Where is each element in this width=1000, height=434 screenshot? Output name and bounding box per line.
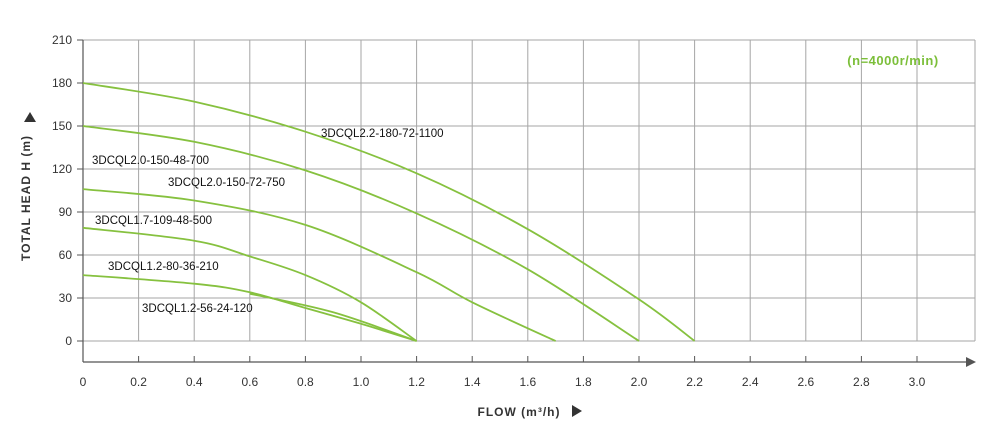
y-tick-label: 120 <box>52 162 72 176</box>
curve-label: 3DCQL1.7-109-48-500 <box>95 215 212 227</box>
curve-3dcql2-0-150-48-700 <box>82 125 640 342</box>
curve-labels: 3DCQL2.2-180-72-1100 3DCQL2.0-150-48-700 3… <box>92 128 444 315</box>
x-tick-label: 0.4 <box>186 375 203 389</box>
y-tick-label: 60 <box>59 248 73 262</box>
y-tick-label: 210 <box>52 33 72 47</box>
speed-annotation: (n=4000r/min) <box>847 53 938 68</box>
x-tick-label: 1.4 <box>464 375 481 389</box>
x-axis-title: FLOW (m³/h) <box>478 405 561 419</box>
x-tick-label: 1.2 <box>408 375 425 389</box>
x-tick-label: 1.8 <box>575 375 592 389</box>
curve-label: 3DCQL2.2-180-72-1100 <box>321 128 444 140</box>
x-tick-label: 0 <box>80 375 87 389</box>
x-axis-end-arrow-icon <box>966 357 976 367</box>
curve-3dcql2-2-180-72-1100 <box>82 82 696 342</box>
x-tick-label: 0.6 <box>241 375 258 389</box>
x-tick-label: 3.0 <box>909 375 926 389</box>
x-tick-label: 2.8 <box>853 375 870 389</box>
x-tick-label: 1.6 <box>519 375 536 389</box>
x-tick-label: 0.8 <box>297 375 314 389</box>
curves <box>82 82 696 342</box>
grid <box>83 39 976 342</box>
x-tick-label: 2.0 <box>631 375 648 389</box>
curve-3dcql2-0-150-72-750 <box>82 188 556 342</box>
y-tick-label: 0 <box>65 334 72 348</box>
y-axis-arrow-icon <box>24 112 36 122</box>
x-tick-label: 1.0 <box>353 375 370 389</box>
x-tick-label: 0.2 <box>130 375 147 389</box>
curve-label: 3DCQL2.0-150-72-750 <box>168 177 285 189</box>
y-tick-label: 90 <box>59 205 73 219</box>
curve-label: 3DCQL1.2-80-36-210 <box>108 261 219 273</box>
curve-label: 3DCQL1.2-56-24-120 <box>142 303 253 315</box>
curve-3dcql1-7-109-48-500 <box>82 226 418 342</box>
y-tick-label: 30 <box>59 291 73 305</box>
y-axis-title: TOTAL HEAD H (m) <box>19 135 33 261</box>
y-tick-label: 180 <box>52 76 72 90</box>
curve-3dcql1-2-56-24-120 <box>249 292 417 342</box>
axes: 0 0.2 0.4 0.6 0.8 1.0 1.2 1.4 1.6 1.8 2.0 2.2 2.4 2.6… <box>52 33 976 389</box>
y-tick-label: 150 <box>52 119 72 133</box>
curve-label: 3DCQL2.0-150-48-700 <box>92 155 209 167</box>
x-tick-label: 2.6 <box>797 375 814 389</box>
x-axis-arrow-icon <box>572 405 582 417</box>
x-tick-label: 2.4 <box>742 375 759 389</box>
x-tick-label: 2.2 <box>686 375 703 389</box>
